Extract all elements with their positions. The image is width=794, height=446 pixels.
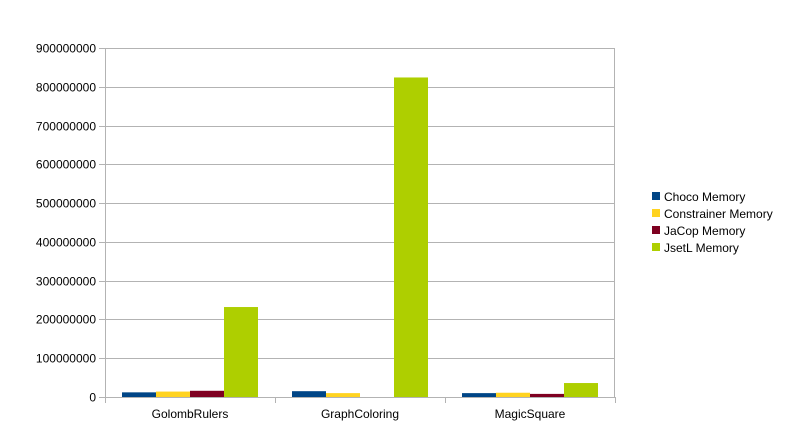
legend-label: JaCop Memory — [664, 224, 745, 238]
legend-swatch — [652, 192, 660, 200]
y-tick-label: 800000000 — [36, 81, 96, 95]
y-tick-label: 100000000 — [36, 352, 96, 366]
bar-jacop-memory-magicsquare — [530, 393, 564, 397]
grid-lines — [105, 48, 615, 398]
bars — [122, 77, 598, 398]
y-tick-label: 0 — [89, 391, 96, 405]
bar-jsetl-memory-golombrulers — [224, 307, 258, 397]
bar-jsetl-memory-magicsquare — [564, 383, 598, 397]
bar-constrainer-memory-golombrulers — [156, 391, 190, 397]
y-tick-label: 500000000 — [36, 197, 96, 211]
y-tick-label: 400000000 — [36, 236, 96, 250]
y-tick-label: 700000000 — [36, 120, 96, 134]
y-tick-label: 300000000 — [36, 275, 96, 289]
bar-choco-memory-golombrulers — [122, 392, 156, 397]
bar-constrainer-memory-magicsquare — [496, 392, 530, 397]
x-tick-label: MagicSquare — [495, 407, 566, 421]
x-tick-label: GolombRulers — [152, 407, 229, 421]
bar-choco-memory-magicsquare — [462, 393, 496, 397]
y-tick-label: 600000000 — [36, 158, 96, 172]
legend-label: JsetL Memory — [664, 241, 739, 255]
legend: Choco Memory Constrainer Memory JaCop Memo… — [652, 190, 773, 255]
y-tick-labels: 0 100000000 200000000 300000000 400000000 500… — [36, 42, 96, 405]
x-tick-label: GraphColoring — [321, 407, 399, 421]
legend-swatch — [652, 209, 660, 217]
y-tick-label: 900000000 — [36, 42, 96, 56]
bar-choco-memory-graphcoloring — [292, 391, 326, 397]
legend-label: Constrainer Memory — [664, 207, 773, 221]
legend-swatch — [652, 226, 660, 234]
bar-jsetl-memory-graphcoloring — [394, 77, 428, 398]
bar-jacop-memory-golombrulers — [190, 390, 224, 397]
bar-constrainer-memory-graphcoloring — [326, 393, 360, 397]
legend-swatch — [652, 243, 660, 251]
y-tick-label: 200000000 — [36, 313, 96, 327]
legend-label: Choco Memory — [664, 190, 745, 204]
axes — [99, 48, 616, 403]
x-tick-labels: GolombRulers GraphColoring MagicSquare — [152, 407, 566, 421]
